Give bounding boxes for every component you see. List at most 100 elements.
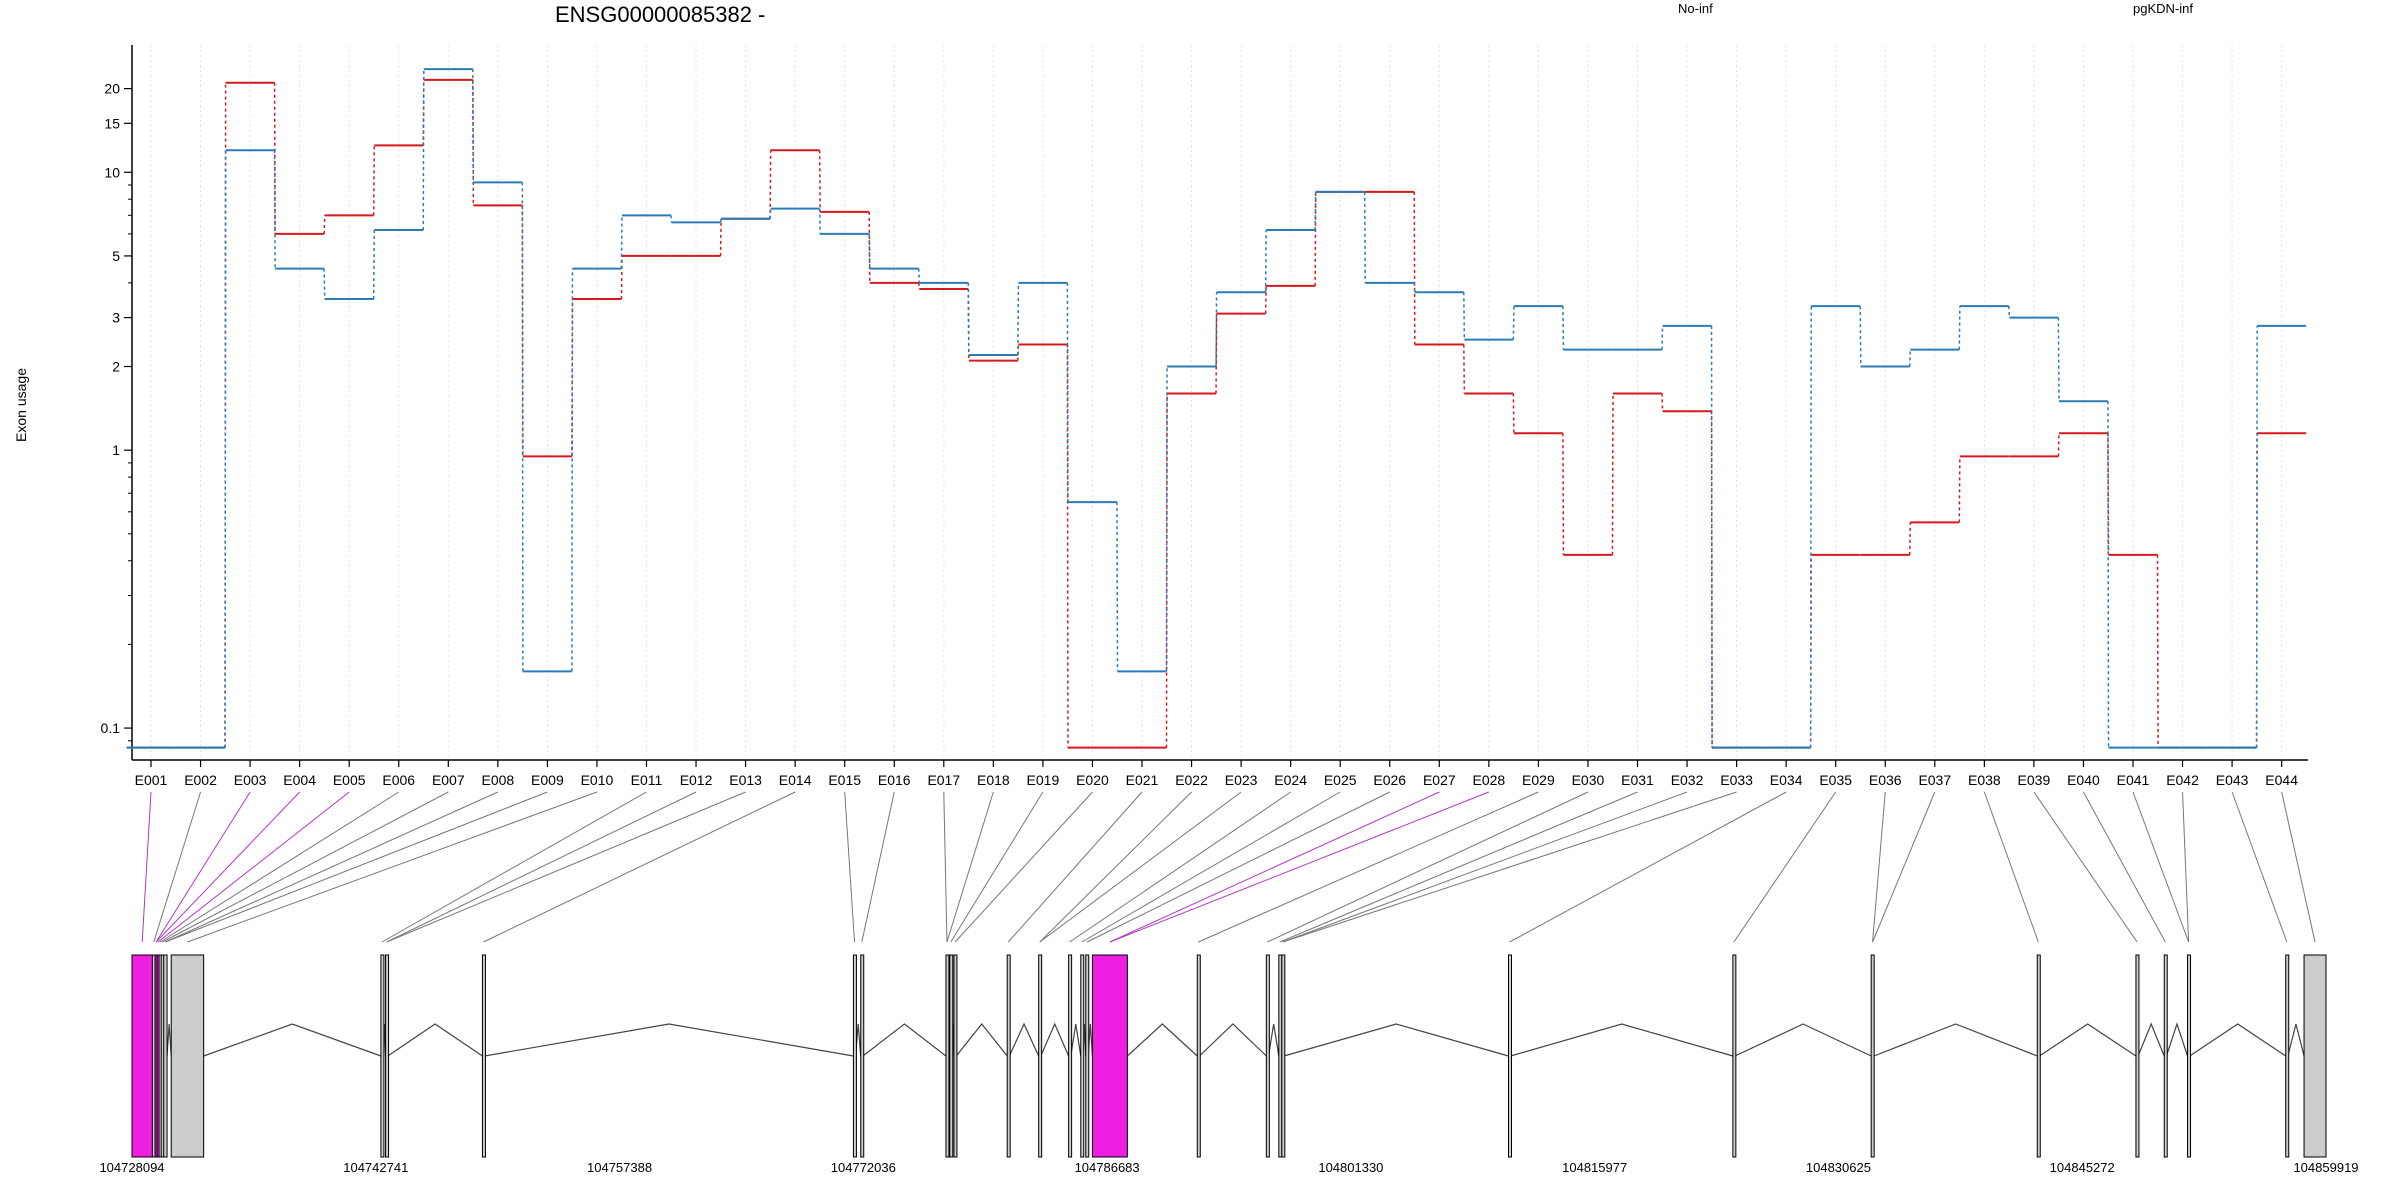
exon-connector [1282, 791, 1737, 943]
series-transition-segment [818, 150, 821, 212]
intron-line [2189, 1023, 2287, 1057]
x-tick-label: E040 [2067, 772, 2100, 788]
exon-connector [1872, 791, 1936, 943]
series-transition-segment [1066, 282, 1069, 503]
series-transition-segment [1661, 325, 1664, 350]
exon-block [1196, 954, 1201, 1158]
series-transition-segment [967, 282, 970, 356]
series-transition-segment [670, 215, 673, 223]
exon-block [1006, 954, 1011, 1158]
intron-line [1070, 1023, 1082, 1057]
series-transition-segment [224, 150, 227, 748]
series-transition-segment [2057, 433, 2060, 457]
plot-gridlines [150, 45, 2283, 760]
x-tick-label: E044 [2265, 772, 2298, 788]
series-transition-segment [719, 218, 722, 256]
exon-connector [159, 791, 400, 943]
series-transition-segment [1363, 191, 1366, 283]
x-tick-label: E011 [631, 772, 663, 788]
x-tick-label: E007 [432, 772, 465, 788]
series-transition-segment [918, 268, 921, 283]
series-transition-segment [1413, 191, 1416, 345]
exon-block [1085, 954, 1090, 1158]
series-transition-segment [918, 282, 921, 290]
series-transition-segment [1463, 344, 1466, 394]
exon-connector [1109, 791, 1490, 943]
exon-block [1507, 954, 1512, 1158]
series-transition-segment [1661, 393, 1664, 412]
legend-pgkdn-inf: pgKDN-inf [2133, 1, 2193, 16]
exon-connector [155, 791, 301, 943]
exon-block [481, 954, 486, 1158]
series-transition-segment [1165, 366, 1168, 672]
series-transition-segment [620, 255, 623, 299]
exon-block [860, 954, 865, 1158]
x-tick-label: E019 [1027, 772, 1060, 788]
series-transition-segment [1958, 456, 1961, 523]
legend-no-inf: No-inf [1678, 1, 1713, 16]
exon-block [1080, 954, 1085, 1158]
intron-line [1040, 1022, 1070, 1057]
series-transition-segment [868, 233, 871, 269]
x-tick-label: E016 [878, 772, 911, 788]
series-transition-segment [1710, 325, 1713, 748]
series-transition-segment [1909, 349, 1912, 367]
series-transition-segment [1215, 292, 1218, 367]
x-tick-label: E017 [927, 772, 960, 788]
intron-line [2287, 1023, 2305, 1057]
x-tick-label: E026 [1373, 772, 1406, 788]
series-transition-segment [1909, 522, 1912, 555]
series-transition-segment [1017, 282, 1020, 356]
exon-block [1281, 954, 1286, 1158]
exon-connector [943, 791, 948, 943]
x-tick-label: E001 [135, 772, 168, 788]
series-transition-segment [1264, 285, 1267, 314]
x-tick-label: E041 [2117, 772, 2150, 788]
series-transition-segment [1611, 393, 1614, 555]
x-tick-label: E038 [1968, 772, 2001, 788]
y-axis-label: Exon usage [13, 368, 29, 442]
coordinate-label: 104801330 [1318, 1160, 1383, 1175]
exon-connector [950, 791, 1044, 943]
series-transition-segment [1116, 502, 1119, 672]
x-tick-label: E009 [531, 772, 564, 788]
exon-block [1265, 954, 1270, 1158]
series-transition-segment [1512, 306, 1515, 340]
series-transition-segment [1859, 306, 1862, 367]
y-tick-label: 20 [104, 81, 120, 97]
intron-line [1873, 1023, 2038, 1057]
x-tick-label: E025 [1324, 772, 1357, 788]
x-tick-label: E043 [2216, 772, 2249, 788]
exon-block [2036, 954, 2041, 1158]
exon-connector [162, 791, 449, 943]
x-tick-label: E003 [234, 772, 267, 788]
exon-block [1038, 954, 1043, 1158]
exon-block [852, 954, 857, 1158]
exon-block [945, 954, 950, 1158]
x-tick-label: E020 [1076, 772, 1109, 788]
intron-line [2137, 1022, 2165, 1057]
x-tick-label: E014 [779, 772, 812, 788]
x-tick-label: E033 [1720, 772, 1753, 788]
y-tick-label: 15 [104, 115, 120, 131]
intron-line [484, 1023, 854, 1057]
intron-line [1199, 1023, 1267, 1057]
intron-line [387, 1023, 483, 1057]
coordinate-label: 104815977 [1562, 1160, 1627, 1175]
exon-connector [1983, 791, 2039, 943]
coordinate-label: 104772036 [831, 1160, 896, 1175]
series-transition-segment [372, 145, 375, 216]
exon-connector [483, 791, 796, 943]
x-tick-label: E021 [1126, 772, 1159, 788]
series-transition-segment [422, 69, 425, 230]
exon-connector [1081, 791, 1341, 943]
series-transition-segment [620, 215, 623, 269]
series-transition-segment [1314, 191, 1317, 286]
exon-connector [165, 791, 499, 943]
series-transition-segment [273, 150, 276, 269]
exon-connector [187, 791, 598, 943]
series-transition-segment [1215, 313, 1218, 394]
exon-block-highlighted [131, 954, 153, 1158]
x-tick-label: E004 [283, 772, 316, 788]
